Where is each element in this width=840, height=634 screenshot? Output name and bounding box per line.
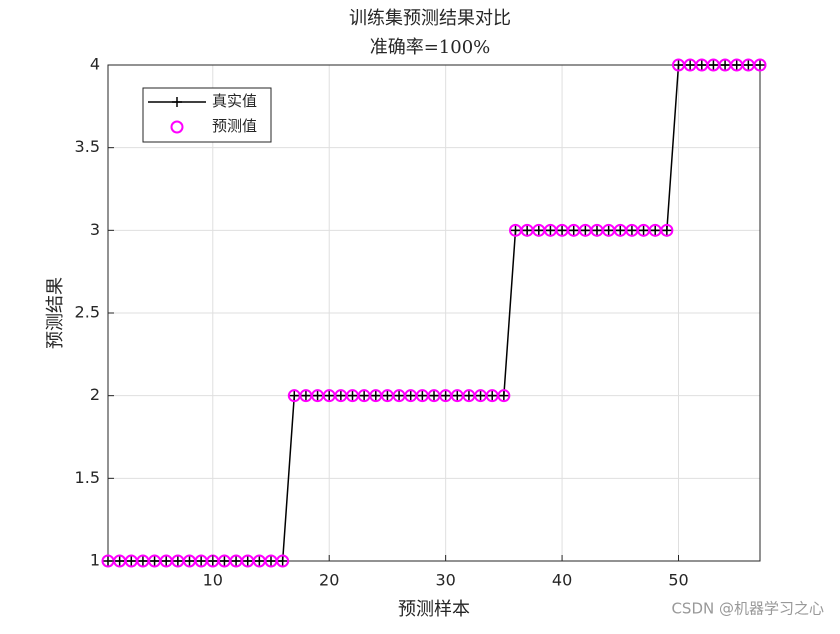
plus-marker — [137, 556, 148, 566]
legend-marker — [172, 97, 182, 107]
y-tick-label: 3.5 — [75, 137, 100, 156]
y-axis-label: 预测结果 — [45, 277, 66, 349]
plus-marker — [440, 390, 451, 401]
y-tick-label: 2 — [90, 385, 100, 404]
plus-marker — [557, 225, 568, 236]
plus-marker — [172, 556, 183, 566]
plus-marker — [312, 390, 323, 401]
legend-swatch — [148, 97, 206, 107]
plus-marker — [277, 556, 288, 566]
plus-marker — [347, 390, 358, 401]
plus-marker — [300, 390, 311, 401]
plus-marker — [731, 60, 742, 70]
plus-marker — [626, 225, 637, 236]
legend-box — [142, 87, 272, 143]
legend-label: 真实值 — [212, 92, 257, 110]
plus-marker — [580, 225, 591, 236]
plus-marker — [661, 225, 672, 236]
plus-marker — [405, 390, 416, 401]
plus-marker — [720, 60, 731, 70]
plus-marker — [359, 390, 370, 401]
plus-marker — [335, 390, 346, 401]
circle-marker — [276, 554, 290, 568]
x-tick-label: 20 — [319, 571, 339, 590]
plus-marker — [394, 390, 405, 401]
plus-marker — [429, 390, 439, 401]
plus-marker — [289, 390, 300, 401]
plus-marker — [231, 556, 242, 566]
y-tick-label: 2.5 — [75, 303, 100, 322]
circle-marker — [753, 58, 767, 72]
x-tick-label: 50 — [668, 571, 688, 590]
plus-marker — [615, 225, 626, 236]
plus-marker — [743, 60, 754, 70]
chart-subtitle: 准确率=100% — [370, 37, 491, 58]
plus-marker — [755, 60, 765, 70]
plus-marker — [149, 556, 160, 566]
plus-marker — [510, 225, 521, 236]
plus-marker — [673, 60, 684, 70]
chart-title: 训练集预测结果对比 — [349, 8, 511, 29]
circle-marker — [660, 223, 674, 237]
plus-marker — [487, 390, 498, 401]
x-tick-label: 30 — [435, 571, 455, 590]
plus-marker — [638, 225, 649, 236]
plus-marker — [324, 390, 335, 401]
plus-marker — [650, 225, 661, 236]
plus-marker — [545, 225, 556, 236]
plus-marker — [685, 60, 696, 70]
plus-marker — [114, 556, 125, 566]
plus-marker — [522, 225, 533, 236]
plus-marker — [161, 556, 172, 566]
plus-marker — [196, 556, 207, 566]
plus-marker — [126, 556, 137, 566]
plus-marker — [568, 225, 579, 236]
plus-marker — [475, 390, 486, 401]
plus-marker — [254, 556, 265, 566]
plus-marker — [603, 225, 614, 236]
plus-marker — [452, 390, 463, 401]
plus-marker — [266, 556, 276, 566]
plus-marker — [382, 390, 393, 401]
x-tick-label: 10 — [203, 571, 223, 590]
y-tick-label: 1 — [90, 551, 100, 570]
legend-marker — [170, 120, 184, 134]
legend-swatch — [170, 120, 184, 134]
plus-marker — [219, 556, 230, 566]
legend-label: 预测值 — [212, 117, 257, 135]
plus-marker — [184, 556, 195, 566]
plus-marker — [696, 60, 707, 70]
plus-marker — [370, 390, 381, 401]
plus-marker — [592, 225, 602, 236]
y-tick-label: 3 — [90, 220, 100, 239]
plot-area — [101, 58, 767, 568]
plus-marker — [242, 556, 253, 566]
circle-marker — [497, 389, 511, 403]
plus-marker — [463, 390, 474, 401]
plus-marker — [498, 390, 509, 401]
plus-marker — [708, 60, 719, 70]
plus-marker — [417, 390, 428, 401]
x-tick-label: 40 — [552, 571, 572, 590]
plus-marker — [533, 225, 544, 236]
x-axis-label: 预测样本 — [398, 599, 470, 620]
y-tick-label: 4 — [90, 55, 100, 74]
y-tick-label: 1.5 — [75, 468, 100, 487]
watermark: CSDN @机器学习之心 — [671, 600, 824, 618]
